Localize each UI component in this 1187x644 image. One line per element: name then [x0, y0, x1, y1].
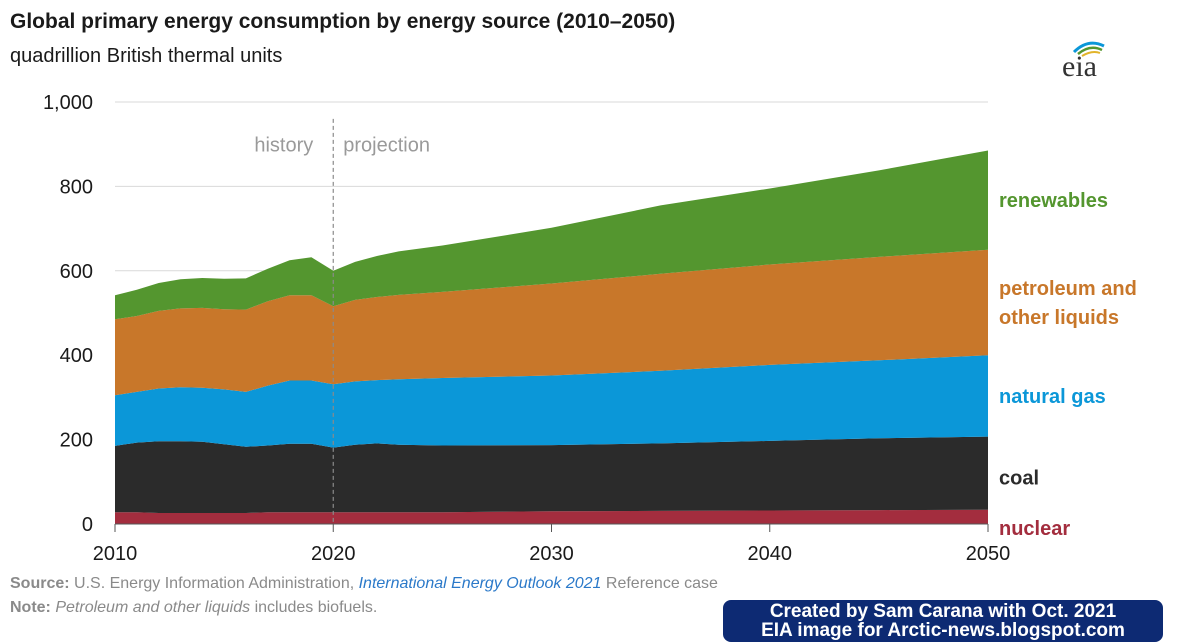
x-tick-label: 2020 — [311, 543, 356, 565]
y-tick-label: 0 — [82, 514, 93, 536]
series-label: nuclear — [999, 518, 1070, 540]
x-tick-label: 2050 — [966, 543, 1011, 565]
note-italic: Petroleum and other liquids — [55, 599, 251, 616]
x-tick-label: 2010 — [93, 543, 138, 565]
source-link[interactable]: International Energy Outlook 2021 — [358, 575, 602, 592]
chart-area: history projection 0 200 400 600 800 1,000 201… — [43, 92, 1137, 565]
series-label: renewables — [999, 190, 1108, 212]
credit-line-1: Created by Sam Carana with Oct. 2021 — [769, 601, 1117, 622]
series-label: other liquids — [999, 307, 1119, 329]
projection-label: projection — [343, 135, 430, 157]
series-label: natural gas — [999, 386, 1106, 408]
note-label: Note: — [10, 599, 51, 616]
series-label: petroleum and — [999, 278, 1137, 300]
note-text: includes biofuels. — [254, 599, 378, 616]
stacked-areas — [115, 150, 988, 524]
y-tick-label: 1,000 — [43, 92, 93, 114]
chart-subtitle: quadrillion British thermal units — [10, 45, 283, 67]
credit-line-2: EIA image for Arctic-news.blogspot.com — [761, 620, 1125, 641]
y-tick-label: 600 — [60, 261, 93, 283]
credit-banner: Created by Sam Carana with Oct. 2021 EIA… — [723, 600, 1163, 642]
source-line: Source: U.S. Energy Information Administ… — [10, 575, 718, 593]
y-tick-label: 800 — [60, 176, 93, 198]
source-suffix: Reference case — [605, 575, 718, 592]
series-label: coal — [999, 468, 1039, 490]
y-tick-label: 400 — [60, 345, 93, 367]
x-tick-label: 2040 — [748, 543, 793, 565]
source-text: U.S. Energy Information Administration, — [74, 575, 355, 592]
area-coal — [115, 436, 988, 513]
history-projection-divider: history projection — [254, 118, 430, 524]
source-label: Source: — [10, 575, 70, 592]
x-tick-label: 2030 — [529, 543, 574, 565]
area-renewables — [115, 150, 988, 320]
logo-swoosh-icon — [1072, 41, 1105, 57]
chart-title: Global primary energy consumption by ene… — [10, 10, 676, 33]
note-line: Note: Petroleum and other liquids includ… — [10, 599, 377, 617]
logo-text: eia — [1062, 50, 1097, 83]
y-tick-label: 200 — [60, 430, 93, 452]
x-axis-ticks: 2010 2020 2030 2040 2050 — [93, 523, 1011, 565]
history-label: history — [254, 135, 313, 157]
y-axis-ticks: 0 200 400 600 800 1,000 — [43, 92, 93, 536]
eia-logo: eia — [1058, 36, 1118, 86]
series-labels: renewables petroleum and other liquids natu… — [999, 190, 1137, 540]
area-natural-gas — [115, 355, 988, 448]
